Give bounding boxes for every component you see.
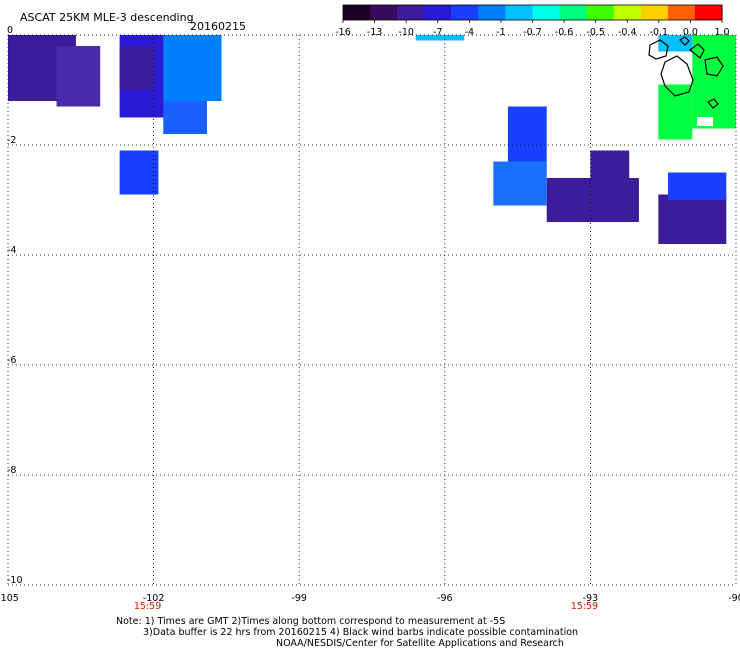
colorbar-segment <box>667 5 696 20</box>
data-cell <box>507 106 547 162</box>
colorbar-label: -4 <box>465 27 474 38</box>
note-line-2: 3)Data buffer is 22 hrs from 20160215 4)… <box>143 627 578 638</box>
x-tick-label: -93 <box>583 593 599 604</box>
data-cell <box>415 35 465 41</box>
time-label: 15:59 <box>134 601 161 612</box>
colorbar-labels: -16 -13 -10 -7 -4 -1 -0.7 -0.6 -0.5 -0.4 -0.1 0.0 1.… <box>335 20 730 38</box>
colorbar-label: -0.7 <box>523 27 542 38</box>
y-tick-label: -10 <box>7 575 23 586</box>
figure-date: 20160215 <box>190 20 246 33</box>
y-tick-label: -2 <box>7 135 16 146</box>
y-tick-label: -4 <box>7 245 16 256</box>
note-line-3: NOAA/NESDIS/Center for Satellite Applica… <box>276 638 564 649</box>
time-label: 15:59 <box>571 601 598 612</box>
x-tick-label: -105 <box>0 593 19 604</box>
colorbar <box>342 4 723 21</box>
colorbar-segment <box>640 5 669 20</box>
time-labels: 15:59 15:59 <box>134 601 598 612</box>
y-tick-label: -6 <box>7 355 16 366</box>
colorbar-segment <box>424 5 452 20</box>
colorbar-segment <box>532 5 561 20</box>
colorbar-label: 1.0 <box>714 27 729 38</box>
grid-lines <box>7 34 737 586</box>
colorbar-segment <box>694 5 723 20</box>
island-patch <box>697 117 713 126</box>
island-outline <box>707 98 719 109</box>
colorbar-label: -7 <box>433 27 442 38</box>
colorbar-label: 0.0 <box>683 27 698 38</box>
island-outline <box>689 43 705 59</box>
data-cells <box>8 35 736 244</box>
data-cell <box>546 178 639 222</box>
colorbar-segment <box>505 5 534 20</box>
data-cell <box>668 172 727 200</box>
figure-title: ASCAT 25KM MLE-3 descending <box>20 11 194 24</box>
x-tick-label: -99 <box>291 593 307 604</box>
colorbar-segment <box>478 5 507 20</box>
colorbar-label: -0.4 <box>618 27 637 38</box>
colorbar-segment <box>451 5 479 20</box>
colorbar-segment <box>559 5 588 20</box>
data-cell <box>493 161 547 206</box>
colorbar-segment <box>586 5 615 20</box>
y-tick-label: -8 <box>7 465 16 476</box>
plot-area <box>7 34 737 586</box>
x-tick-label: -102 <box>143 593 165 604</box>
galapagos-coastline <box>648 36 724 126</box>
data-cell <box>163 101 207 134</box>
colorbar-segment <box>397 5 425 20</box>
x-axis-ticks: -105 -102 -99 -96 -93 -90 <box>0 593 740 604</box>
x-tick-label: -96 <box>437 593 453 604</box>
island-outline <box>648 39 669 60</box>
colorbar-segment <box>613 5 642 20</box>
colorbar-label: -10 <box>398 27 414 38</box>
colorbar-label: -1 <box>496 27 505 38</box>
note-line-1: Note: 1) Times are GMT 2)Times along bot… <box>116 616 505 627</box>
y-tick-label: 0 <box>7 25 13 36</box>
data-cell <box>56 46 101 107</box>
data-cell <box>692 35 736 129</box>
island-outline <box>704 56 724 77</box>
colorbar-segment <box>370 5 398 20</box>
colorbar-label: -0.6 <box>555 27 574 38</box>
data-cell <box>163 35 222 101</box>
data-cell <box>119 46 154 90</box>
data-cell <box>658 194 727 244</box>
island-outline <box>679 36 690 46</box>
colorbar-label: -0.1 <box>650 27 669 38</box>
colorbar-segment <box>343 5 371 20</box>
colorbar-label: -16 <box>335 27 351 38</box>
data-cell <box>590 150 630 178</box>
x-tick-label: -90 <box>728 593 740 604</box>
island-outline <box>660 55 694 97</box>
y-axis-ticks: 0 -2 -4 -6 -8 -10 <box>7 25 23 586</box>
data-cell <box>658 84 693 140</box>
colorbar-label: -13 <box>367 27 383 38</box>
colorbar-label: -0.5 <box>586 27 605 38</box>
data-cell <box>119 150 159 195</box>
data-cell <box>658 35 693 52</box>
